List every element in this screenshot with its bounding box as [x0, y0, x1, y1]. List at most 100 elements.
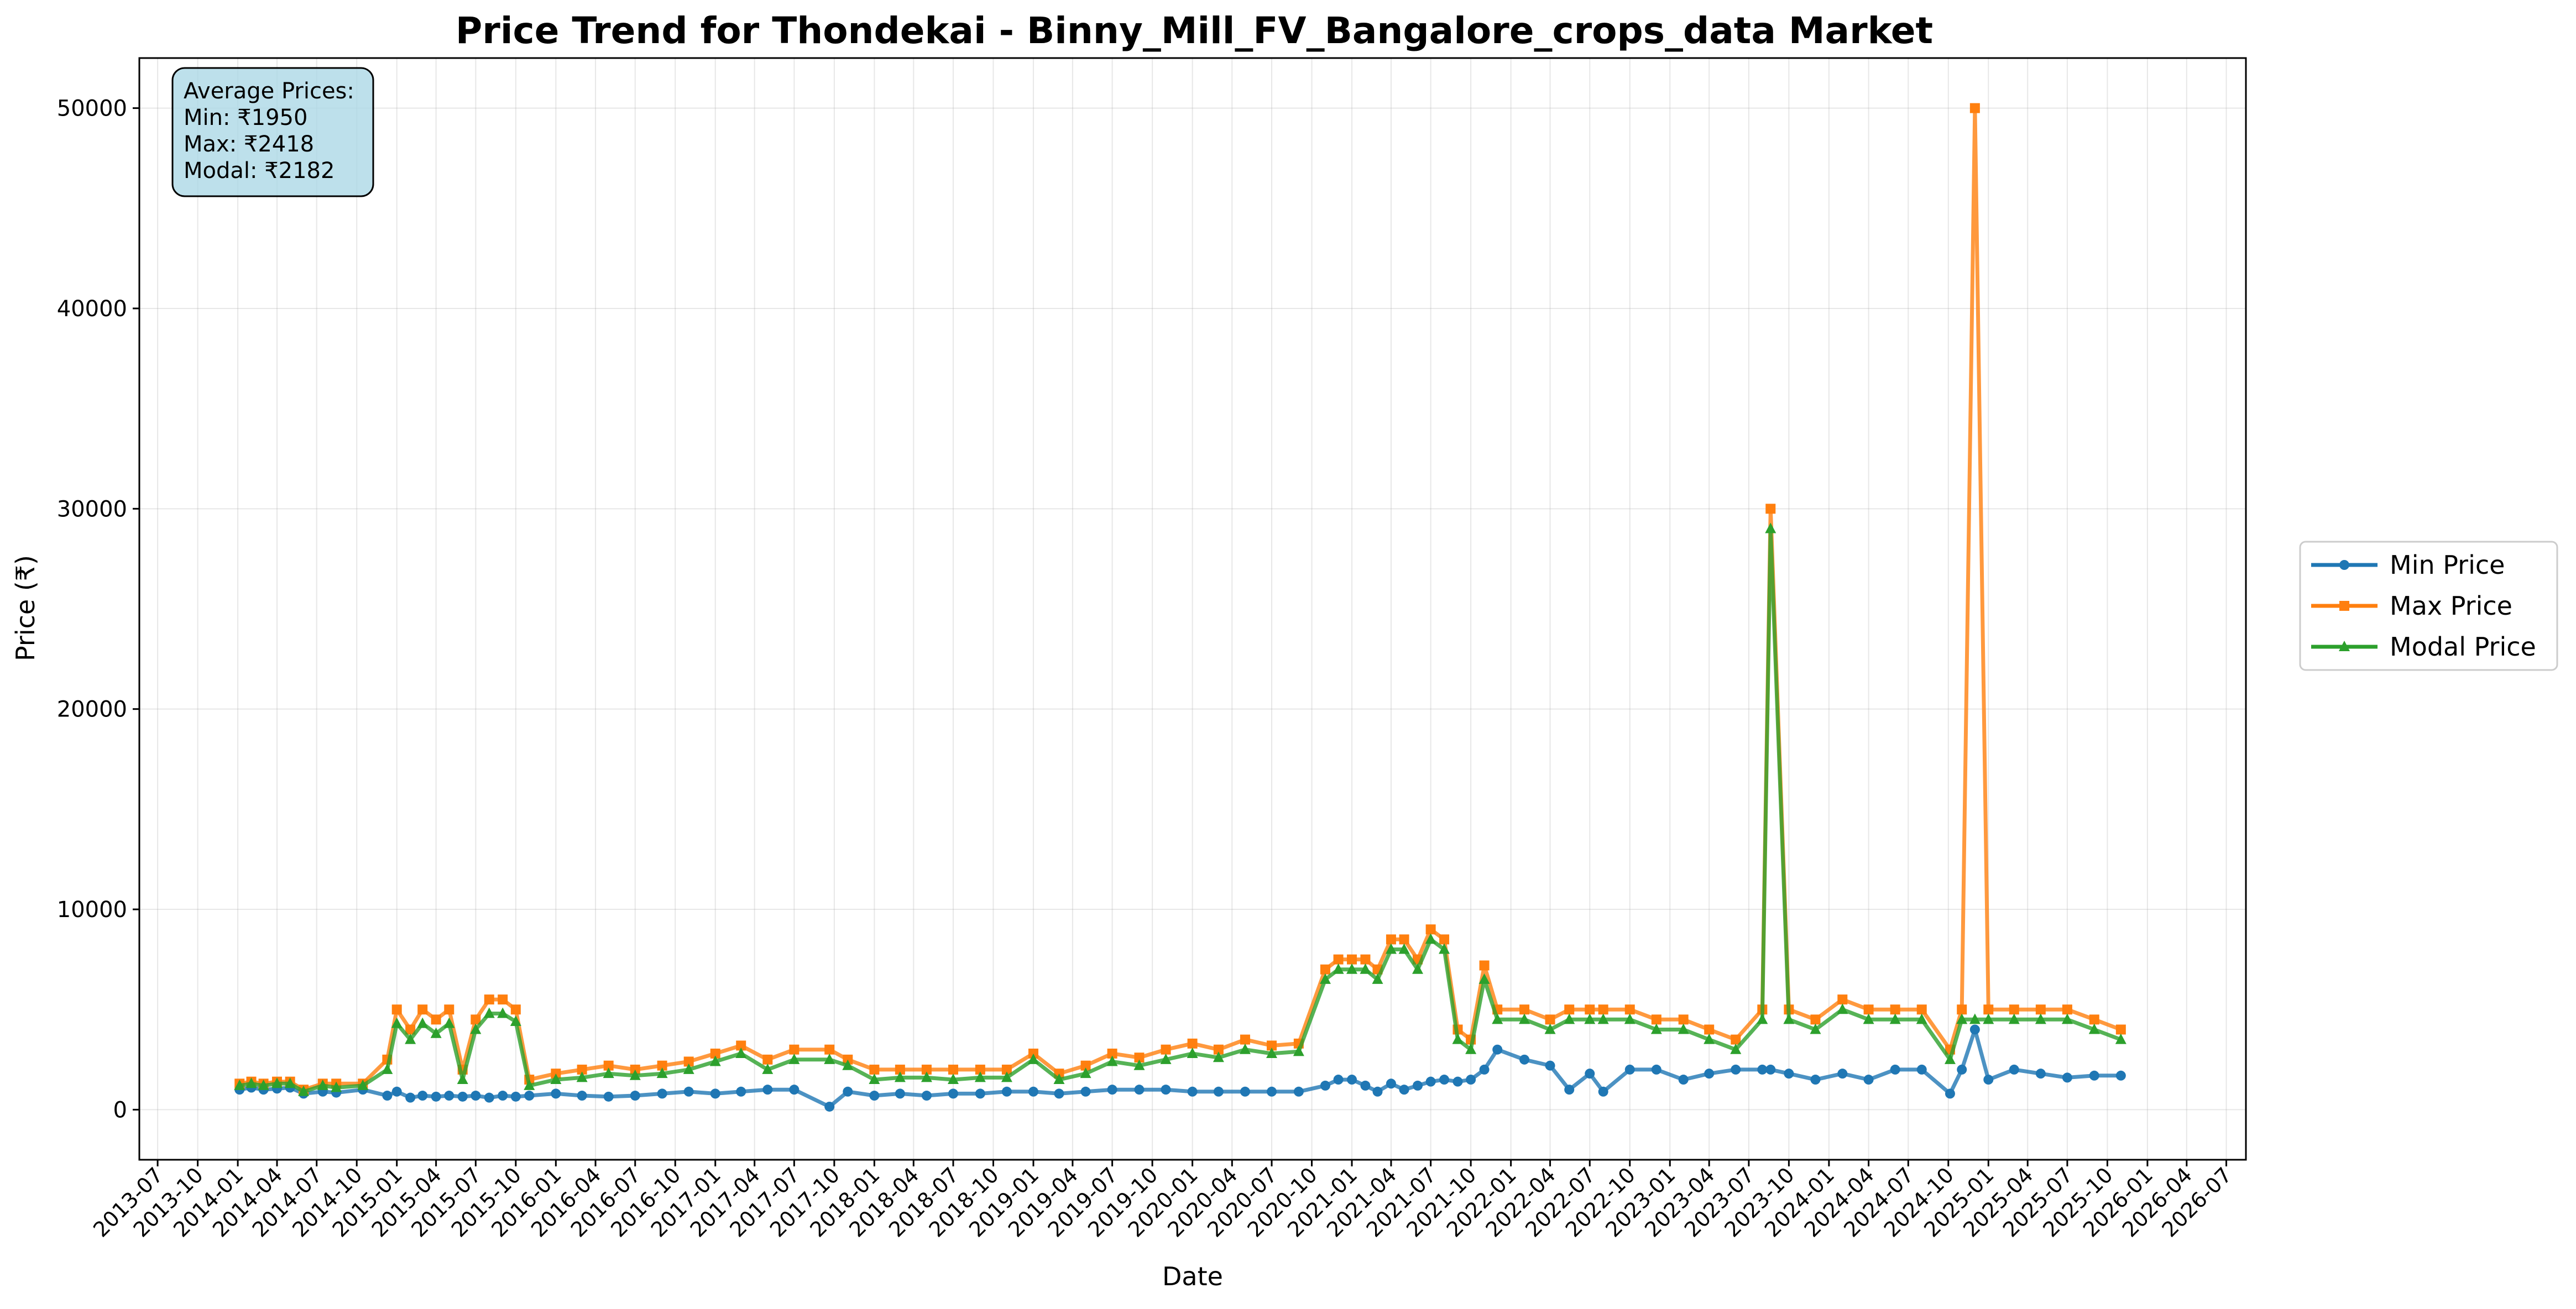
min-price-point: [1425, 1076, 1436, 1087]
average-modal-price: Modal: ₹2182: [184, 158, 335, 184]
modal-price-point: [629, 1069, 641, 1080]
modal-price-point: [1597, 1013, 1609, 1024]
min-price-point: [1945, 1088, 1955, 1099]
min-price-point: [1161, 1085, 1171, 1095]
min-price-point: [2115, 1070, 2126, 1081]
y-tick-label: 40000: [57, 296, 127, 322]
modal-price-point: [1346, 963, 1358, 974]
max-price-point: [2035, 1004, 2046, 1015]
modal-price-point: [1889, 1013, 1901, 1024]
max-price-point: [1161, 1044, 1171, 1055]
modal-price-point: [457, 1074, 468, 1085]
modal-price-point: [576, 1071, 588, 1082]
max-price-point: [1333, 954, 1344, 965]
min-price-point: [2009, 1064, 2019, 1075]
max-price-point: [762, 1054, 773, 1065]
max-price-point: [498, 994, 508, 1005]
max-price-point: [1678, 1014, 1689, 1025]
modal-price-point: [1765, 522, 1776, 533]
max-price-point: [1479, 960, 1490, 971]
modal-price-point: [1956, 1013, 1968, 1024]
max-price-point: [417, 1004, 428, 1015]
max-price-point: [2009, 1004, 2019, 1015]
max-price-point: [444, 1004, 454, 1015]
min-price-point: [869, 1091, 880, 1101]
max-price-point: [975, 1064, 985, 1075]
min-price-point: [457, 1091, 468, 1102]
modal-price-point: [709, 1055, 721, 1066]
modal-price-point: [656, 1067, 668, 1078]
legend-label-min-price: Min Price: [2390, 550, 2505, 580]
modal-price-point: [1544, 1023, 1556, 1034]
min-price-point: [710, 1088, 720, 1099]
min-price-point: [1054, 1088, 1064, 1099]
max-price-point: [1001, 1064, 1012, 1075]
modal-price-point: [443, 1017, 455, 1028]
legend-marker-min-price: [2339, 560, 2349, 570]
modal-price-point: [470, 1023, 482, 1034]
modal-price-point: [2088, 1023, 2100, 1034]
max-price-point: [1267, 1040, 1277, 1051]
min-price-point: [1757, 1064, 1768, 1075]
min-price-point: [1837, 1069, 1848, 1079]
y-tick-label: 0: [113, 1097, 127, 1123]
min-price-point: [1624, 1064, 1635, 1075]
modal-price-point: [1001, 1071, 1012, 1082]
min-price-point: [1080, 1086, 1091, 1097]
min-price-point: [1360, 1080, 1371, 1091]
max-price-point: [1107, 1048, 1117, 1059]
modal-price-point: [1564, 1013, 1575, 1024]
max-price-point: [824, 1044, 835, 1055]
y-tick-label: 50000: [57, 96, 127, 122]
modal-price-point: [1863, 1013, 1874, 1024]
modal-price-point: [1678, 1023, 1689, 1034]
max-price-point: [1598, 1004, 1608, 1015]
modal-price-point: [1439, 943, 1450, 954]
modal-price-point: [1372, 973, 1383, 984]
modal-price-point: [1187, 1047, 1198, 1058]
max-price-point: [1439, 934, 1450, 945]
modal-price-point: [974, 1071, 986, 1082]
min-price-point: [948, 1088, 958, 1099]
modal-price-point: [1425, 933, 1436, 944]
modal-price-point: [1412, 963, 1424, 974]
x-axis-label: Date: [1162, 1261, 1223, 1291]
min-price-point: [975, 1088, 985, 1099]
min-price-point: [1320, 1080, 1330, 1091]
min-price-point: [577, 1091, 587, 1101]
modal-price-point: [1385, 943, 1397, 954]
max-price-point: [1240, 1034, 1250, 1045]
min-price-point: [1001, 1086, 1012, 1097]
modal-price-point: [1757, 1013, 1768, 1024]
min-price-point: [551, 1088, 561, 1099]
modal-price-point: [1319, 973, 1331, 984]
min-price-point: [417, 1091, 428, 1101]
min-price-point: [657, 1088, 667, 1099]
min-price-point: [391, 1086, 402, 1097]
max-price-point: [431, 1014, 441, 1025]
modal-price-point: [331, 1081, 342, 1092]
min-price-point: [1784, 1069, 1794, 1079]
min-price-point: [1969, 1024, 1980, 1035]
max-price-point: [1765, 504, 1776, 514]
modal-price-point: [1465, 1043, 1477, 1054]
max-price-point: [657, 1060, 667, 1071]
min-price-point: [1765, 1064, 1776, 1075]
max-price-point: [603, 1060, 614, 1071]
modal-price-point: [357, 1079, 369, 1090]
min-price-point: [1293, 1086, 1304, 1097]
modal-price-point: [1519, 1013, 1530, 1024]
min-price-point: [683, 1086, 694, 1097]
max-price-point: [1651, 1014, 1661, 1025]
modal-price-point: [869, 1074, 880, 1085]
min-price-point: [762, 1085, 773, 1095]
min-price-point: [1333, 1075, 1344, 1085]
min-price-point: [921, 1091, 932, 1101]
max-price-point: [1360, 954, 1371, 965]
max-price-point: [1425, 924, 1436, 935]
max-price-point: [1704, 1024, 1715, 1035]
y-tick-label: 20000: [57, 697, 127, 722]
max-price-point: [471, 1014, 481, 1025]
modal-price-point: [1650, 1023, 1662, 1034]
